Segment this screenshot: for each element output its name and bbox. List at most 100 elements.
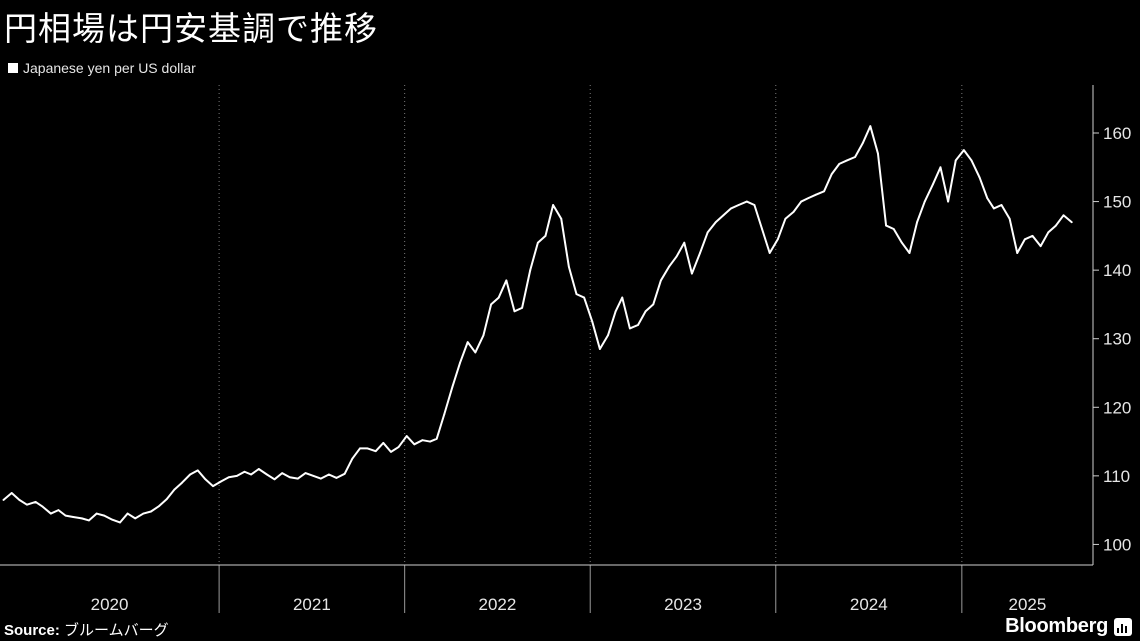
data-point-104	[800, 200, 803, 203]
data-point-31	[236, 474, 238, 477]
data-point-16	[119, 521, 121, 524]
data-point-118	[908, 252, 911, 254]
bloomberg-logo-text: Bloomberg	[1005, 615, 1108, 637]
data-point-18	[134, 517, 137, 520]
data-point-61	[466, 341, 469, 344]
data-point-1	[2, 498, 5, 501]
data-point-116	[892, 228, 895, 230]
data-point-58	[443, 413, 446, 416]
data-point-29	[220, 480, 223, 483]
legend-swatch	[8, 63, 18, 73]
data-point-14	[103, 514, 106, 517]
data-point-135	[1039, 245, 1042, 248]
y-tick-label-140: 140	[1103, 261, 1131, 280]
data-point-134	[1031, 234, 1034, 237]
data-point-111	[854, 156, 856, 158]
data-point-48	[366, 447, 369, 450]
x-year-label-2021: 2021	[293, 595, 331, 614]
y-tick-label-110: 110	[1103, 467, 1130, 486]
data-point-132	[1016, 252, 1019, 254]
data-point-84	[644, 310, 647, 313]
data-point-27	[204, 478, 207, 481]
data-point-33	[250, 473, 253, 476]
data-point-76	[583, 296, 586, 299]
data-point-123	[947, 200, 950, 203]
data-point-92	[706, 231, 709, 234]
data-point-20	[150, 510, 152, 513]
data-point-67	[513, 310, 516, 313]
data-point-8	[57, 509, 60, 512]
legend-label: Japanese yen per US dollar	[23, 60, 196, 76]
data-point-102	[784, 217, 787, 220]
data-point-125	[962, 149, 965, 152]
data-point-60	[459, 361, 461, 364]
data-point-34	[257, 468, 260, 470]
data-point-52	[397, 446, 400, 448]
data-point-70	[536, 241, 539, 244]
x-year-label-2020: 2020	[91, 595, 129, 614]
data-point-119	[916, 221, 918, 224]
data-point-87	[668, 265, 670, 268]
data-point-74	[567, 265, 570, 268]
data-point-12	[88, 519, 90, 522]
data-point-38	[288, 476, 291, 479]
source-label: Source:	[4, 622, 60, 639]
data-point-32	[243, 470, 246, 473]
data-point-89	[683, 241, 686, 244]
data-point-3	[18, 498, 21, 501]
data-point-23	[173, 488, 176, 491]
data-point-69	[529, 269, 532, 272]
data-point-41	[312, 474, 315, 477]
data-point-5	[34, 501, 37, 503]
data-point-35	[266, 473, 268, 476]
data-point-93	[714, 221, 717, 224]
data-point-75	[575, 293, 578, 296]
bloomberg-logo-icon	[1114, 618, 1132, 636]
data-point-120	[923, 200, 926, 203]
data-point-2	[10, 492, 13, 494]
data-point-90	[690, 272, 693, 275]
data-point-86	[659, 279, 662, 282]
data-point-51	[390, 450, 392, 453]
data-point-100	[768, 252, 771, 254]
data-point-109	[838, 162, 841, 165]
data-point-63	[482, 334, 485, 337]
data-point-40	[304, 472, 307, 475]
data-point-49	[374, 450, 377, 453]
data-point-77	[591, 320, 594, 323]
data-point-110	[846, 159, 848, 162]
data-point-53	[405, 435, 408, 437]
data-point-128	[986, 197, 989, 200]
data-point-24	[181, 481, 183, 484]
data-point-4	[26, 503, 28, 506]
source-text: ブルームバーグ	[64, 622, 169, 639]
data-point-26	[196, 469, 199, 472]
x-year-label-2025: 2025	[1009, 595, 1047, 614]
data-point-115	[885, 224, 887, 227]
data-point-46	[351, 457, 354, 460]
data-point-80	[614, 310, 617, 313]
data-point-21	[158, 505, 161, 507]
data-point-107	[823, 190, 825, 193]
data-point-64	[490, 303, 492, 306]
data-point-101	[776, 238, 779, 241]
data-point-19	[142, 512, 145, 515]
data-point-39	[297, 477, 299, 480]
data-point-42	[319, 477, 322, 480]
data-point-126	[970, 159, 973, 162]
data-point-66	[505, 279, 508, 282]
data-point-105	[807, 197, 810, 200]
data-point-98	[753, 204, 756, 206]
data-point-85	[652, 303, 655, 306]
data-point-73	[560, 217, 563, 220]
data-point-95	[730, 207, 732, 210]
data-point-106	[815, 193, 817, 196]
data-point-88	[675, 255, 678, 258]
legend: Japanese yen per US dollar	[8, 60, 196, 76]
data-point-65	[497, 296, 500, 299]
data-point-131	[1008, 217, 1011, 220]
x-year-label-2024: 2024	[850, 595, 888, 614]
data-point-94	[722, 214, 725, 217]
data-point-129	[992, 207, 995, 210]
